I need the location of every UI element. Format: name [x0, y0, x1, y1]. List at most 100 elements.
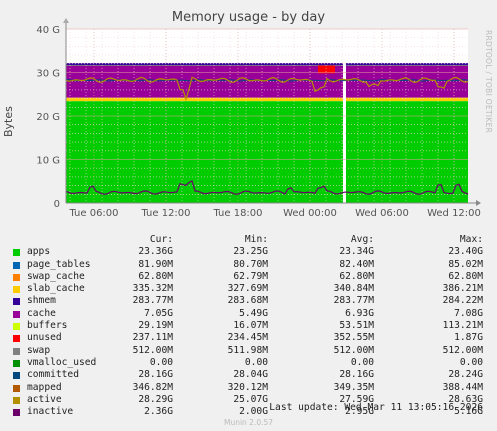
legend-swatch: [13, 335, 20, 343]
legend-row-cache: cache 7.05G 5.49G 6.93G 7.08G: [0, 308, 497, 320]
legend-avg: 349.35M: [333, 381, 374, 393]
legend-row-swap-cache: swap_cache 62.80M 62.79M 62.80M 62.80M: [0, 271, 497, 283]
legend-row-slab-cache: slab_cache 335.32M 327.69M 340.84M 386.21M: [0, 283, 497, 295]
legend-name: active: [27, 393, 62, 405]
legend-avg: 2.95G: [345, 406, 374, 418]
x-tick-label: Tue 06:00: [68, 208, 118, 219]
legend-avg: 82.40M: [339, 258, 374, 270]
legend-swatch: [13, 384, 20, 392]
legend-header-max: Max:: [459, 234, 483, 245]
legend-min: 25.07G: [233, 393, 268, 405]
legend-swatch: [13, 310, 20, 318]
legend-max: 23.40G: [448, 246, 483, 258]
legend-name: page_tables: [27, 258, 91, 270]
legend-min: 80.70M: [233, 258, 268, 270]
legend-cur: 29.19M: [138, 320, 173, 332]
legend-row-vmalloc-used: vmalloc_used 0.00 0.00 0.00 0.00: [0, 357, 497, 369]
legend-header-avg: Avg:: [350, 234, 374, 245]
legend-swatch: [13, 347, 20, 355]
legend-swatch: [13, 273, 20, 281]
legend-min: 511.98M: [227, 344, 268, 356]
legend-avg: 62.80M: [339, 270, 374, 282]
data-gap: [343, 62, 346, 203]
legend-max: 62.80M: [448, 270, 483, 282]
legend-row-committed: committed 28.16G 28.04G 28.16G 28.24G: [0, 369, 497, 381]
legend-swatch: [13, 396, 20, 404]
legend-cur: 512.00M: [132, 344, 173, 356]
legend-swatch: [13, 286, 20, 294]
legend-name: buffers: [27, 320, 68, 332]
legend-row-shmem: shmem 283.77M 283.68M 283.77M 284.22M: [0, 295, 497, 307]
legend-max: 28.63G: [448, 393, 483, 405]
legend-cur: 28.16G: [138, 369, 173, 381]
y-tick-label: 30 G: [36, 69, 60, 80]
legend-cur: 0.00: [149, 356, 173, 368]
legend-header-min: Min:: [244, 234, 268, 245]
y-axis-arrow: [63, 18, 69, 23]
legend-min: 23.25G: [233, 246, 268, 258]
y-tick-label: 0: [54, 199, 60, 210]
legend-avg: 23.34G: [339, 246, 374, 258]
line-inactive: [65, 180, 469, 195]
legend-max: 113.21M: [442, 320, 483, 332]
area-unused-spike: [318, 65, 335, 74]
x-tick-label: Wed 06:00: [355, 208, 409, 219]
x-axis-arrow: [476, 200, 481, 206]
x-tick-label: Tue 12:00: [140, 208, 190, 219]
x-tick-label: Wed 00:00: [283, 208, 337, 219]
legend-avg: 352.55M: [333, 332, 374, 344]
legend-cur: 23.36G: [138, 246, 173, 258]
legend-max: 5.16G: [454, 406, 483, 418]
legend-row-active: active 28.29G 25.07G 27.59G 28.63G: [0, 394, 497, 406]
legend-name: committed: [27, 369, 79, 381]
legend-avg: 6.93G: [345, 307, 374, 319]
legend-avg: 340.84M: [333, 283, 374, 295]
legend-cur: 346.82M: [132, 381, 173, 393]
legend-row-swap: swap 512.00M 511.98M 512.00M 512.00M: [0, 345, 497, 357]
x-tick-label: Tue 18:00: [212, 208, 262, 219]
legend-cur: 2.36G: [144, 406, 173, 418]
legend-row-inactive: inactive 2.36G 2.00G 2.95G 5.16G: [0, 406, 497, 418]
legend-min: 327.69M: [227, 283, 268, 295]
area-slab-cache: [66, 97, 468, 102]
legend-max: 1.87G: [454, 332, 483, 344]
legend-max: 388.44M: [442, 381, 483, 393]
legend-swatch: [13, 261, 20, 269]
legend-max: 284.22M: [442, 295, 483, 307]
legend-header: Cur: Min: Avg: Max:: [0, 234, 497, 246]
legend-row-page-tables: page_tables 81.90M 80.70M 82.40M 85.02M: [0, 259, 497, 271]
memory-chart: 0 10 G 20 G 30 G 40 G Tue 06:00 Tue 12:00 Tue …: [36, 18, 481, 219]
legend-max: 85.02M: [448, 258, 483, 270]
x-tick-label: Wed 12:00: [427, 208, 481, 219]
legend-name: slab_cache: [27, 283, 85, 295]
legend-swatch: [13, 372, 20, 380]
legend-min: 283.68M: [227, 295, 268, 307]
legend-row-mapped: mapped 346.82M 320.12M 349.35M 388.44M: [0, 382, 497, 394]
area-shmem: [66, 63, 468, 66]
legend-min: 0.00: [244, 356, 268, 368]
legend-name: apps: [27, 246, 51, 258]
area-cache: [66, 65, 468, 98]
legend-swatch: [13, 249, 20, 257]
legend-swatch: [13, 409, 20, 417]
rrdtool-credit: RRDTOOL / TOBI OETIKER: [484, 30, 493, 134]
legend-max: 512.00M: [442, 344, 483, 356]
legend-swatch: [13, 359, 20, 367]
legend-avg: 53.51M: [339, 320, 374, 332]
area-apps: [66, 101, 468, 203]
legend-min: 28.04G: [233, 369, 268, 381]
last-update: Last update: Wed Mar 11 13:05:16 2026: [269, 402, 483, 413]
line-active: [65, 76, 469, 102]
legend-avg: 0.00: [350, 356, 374, 368]
legend-name: shmem: [27, 295, 56, 307]
legend-row-unused: unused 237.11M 234.45M 352.55M 1.87G: [0, 332, 497, 344]
legend-cur: 62.80M: [138, 270, 173, 282]
legend-max: 0.00: [459, 356, 483, 368]
legend-name: unused: [27, 332, 62, 344]
legend-name: inactive: [27, 406, 74, 418]
legend-cur: 283.77M: [132, 295, 173, 307]
legend-max: 386.21M: [442, 283, 483, 295]
legend-name: swap_cache: [27, 270, 85, 282]
y-tick-label: 10 G: [36, 156, 60, 167]
legend-cur: 28.29G: [138, 393, 173, 405]
